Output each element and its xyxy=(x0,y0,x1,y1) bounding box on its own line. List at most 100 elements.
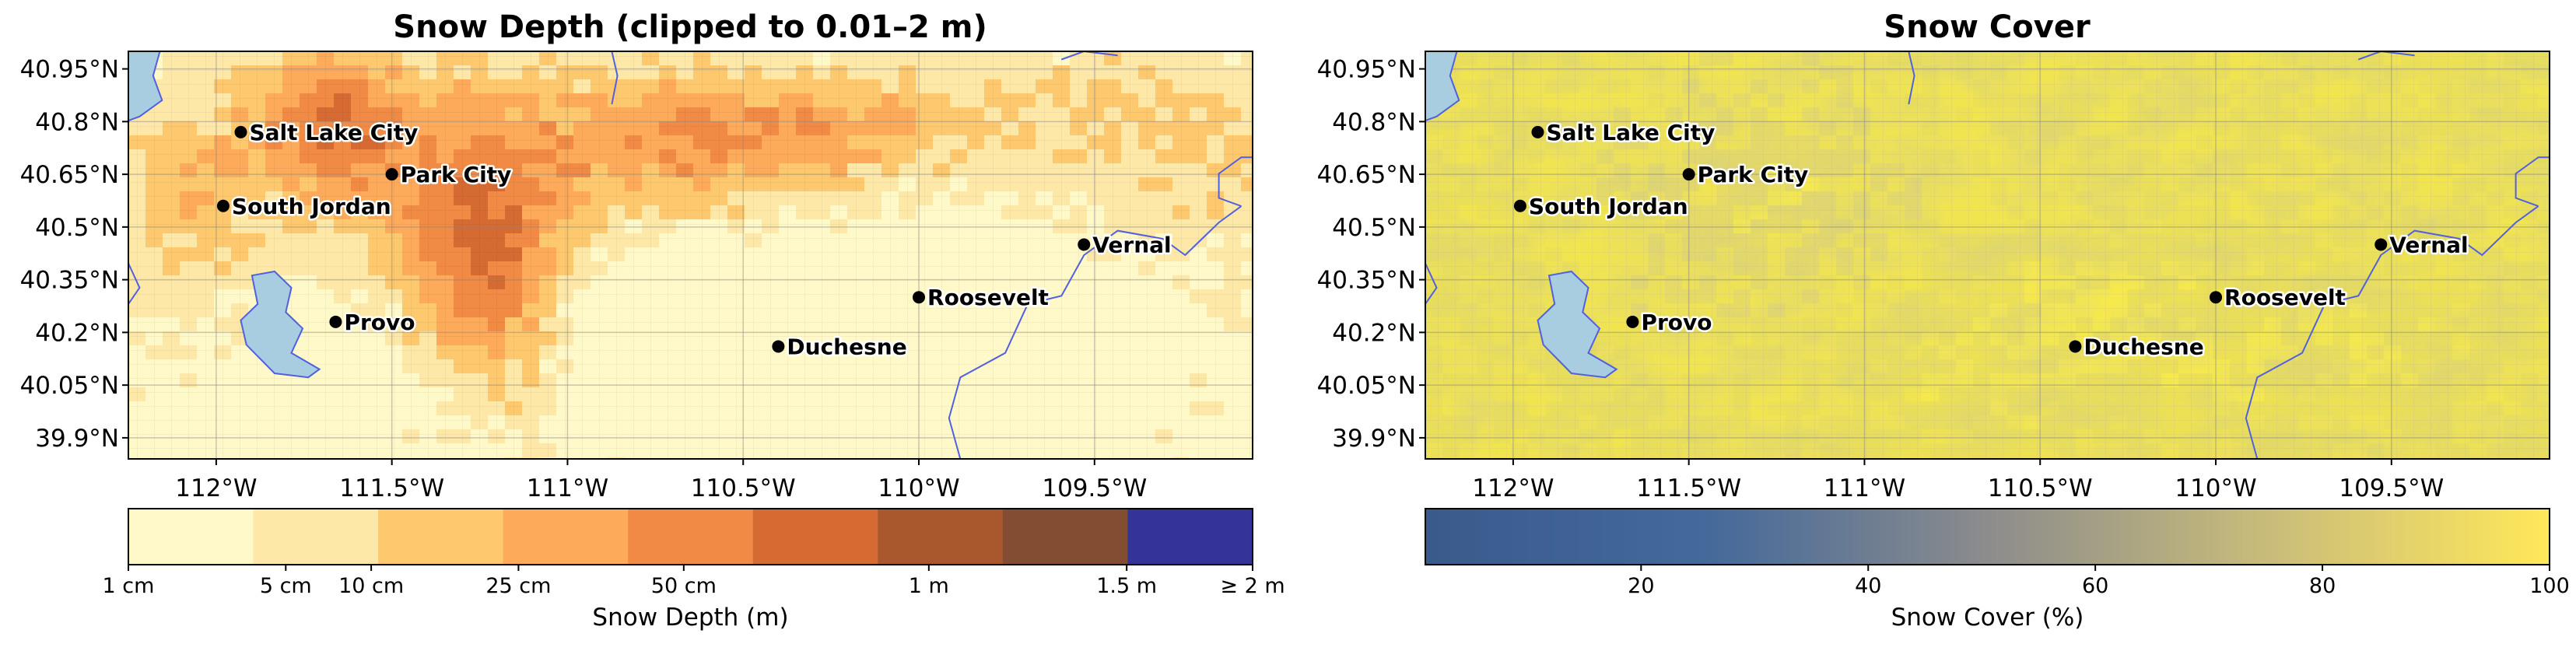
depth-colorbar: 1 cm 5 cm 10 cm 25 cm 50 cm 1 m 1.5 m ≥ 2 m Snow… xyxy=(103,508,1285,632)
great-salt-lake xyxy=(1425,51,1460,122)
city-marker xyxy=(385,168,398,181)
city-label: South Jordan xyxy=(232,194,391,219)
city-label: South Jordan xyxy=(1529,194,1688,219)
city-marker xyxy=(1531,125,1544,138)
lon-tick-label: 109.5°W xyxy=(1042,474,1147,502)
lon-tick-label: 111°W xyxy=(527,474,608,502)
city-label: Vernal xyxy=(1092,232,1171,257)
depth-panel: Snow Depth (clipped to 0.01–2 m) Salt La… xyxy=(20,9,1285,632)
lat-tick-label: 40.95°N xyxy=(1317,56,1416,84)
depth-colorbar-label: Snow Depth (m) xyxy=(592,604,788,632)
depth-title: Snow Depth (clipped to 0.01–2 m) xyxy=(393,9,987,45)
city-marker xyxy=(1682,168,1695,181)
cover-water-features xyxy=(1425,51,2550,459)
river xyxy=(611,51,619,105)
lat-tick-label: 39.9°N xyxy=(35,425,119,453)
lon-tick-label: 112°W xyxy=(175,474,257,502)
cover-colorbar-frame xyxy=(1425,508,2550,565)
city-label: Provo xyxy=(344,310,415,335)
city-label: Duchesne xyxy=(787,334,906,359)
cover-colorbar-tick-label: 60 xyxy=(2082,574,2108,598)
depth-map: Salt Lake City Park City South Jordan Provo… xyxy=(128,51,1253,459)
river xyxy=(1060,51,1118,61)
depth-graticule xyxy=(128,51,1253,459)
depth-colorbar-bin xyxy=(503,509,629,565)
city-marker xyxy=(913,291,926,304)
cover-cell-mesh xyxy=(1425,51,2550,459)
lat-tick-label: 40.65°N xyxy=(1317,161,1416,189)
lon-tick-label: 110.5°W xyxy=(1988,474,2093,502)
depth-colorbar-tick-label: 10 cm xyxy=(338,574,404,598)
city-marker xyxy=(2210,291,2223,304)
city-label: Salt Lake City xyxy=(250,120,419,145)
city-label: Roosevelt xyxy=(2224,285,2346,310)
lat-tick-label: 40.05°N xyxy=(20,372,119,400)
lon-tick-label: 112°W xyxy=(1472,474,1554,502)
depth-colorbar-frame xyxy=(128,508,1253,565)
depth-colorbar-bin xyxy=(378,509,504,565)
depth-water-features xyxy=(128,51,1253,459)
lat-tick-label: 40.2°N xyxy=(35,319,119,347)
river xyxy=(948,205,1242,459)
depth-city-markers: Salt Lake City Park City South Jordan Provo… xyxy=(216,117,1173,362)
lon-tick-label: 111.5°W xyxy=(339,474,444,502)
river xyxy=(2357,51,2415,61)
cover-colorbar-label: Snow Cover (%) xyxy=(1891,604,2084,632)
cover-map-frame xyxy=(1425,51,2550,460)
depth-colorbar-bin xyxy=(1127,509,1253,565)
city-marker xyxy=(772,340,785,353)
lon-tick-label: 109.5°W xyxy=(2339,474,2444,502)
lat-tick-label: 40.05°N xyxy=(1317,372,1416,400)
lon-tick-label: 111°W xyxy=(1824,474,1905,502)
lon-tick-label: 110°W xyxy=(878,474,959,502)
cover-colorbar: 20 40 60 80 100 Snow Cover (%) xyxy=(1425,508,2570,632)
city-marker xyxy=(1513,199,1526,212)
lat-tick-label: 40.8°N xyxy=(1332,108,1416,136)
city-label: Roosevelt xyxy=(927,285,1049,310)
cover-city-markers: Salt Lake City Park City South Jordan Provo… xyxy=(1513,117,2470,362)
city-marker xyxy=(329,315,342,328)
city-marker xyxy=(2069,340,2082,353)
cover-map: Salt Lake City Park City South Jordan Provo… xyxy=(1425,51,2550,459)
lat-tick-label: 40.5°N xyxy=(35,214,119,242)
cover-graticule xyxy=(1425,51,2550,459)
depth-colorbar-tick-label: 5 cm xyxy=(260,574,312,598)
river xyxy=(2515,156,2550,208)
lon-tick-label: 111.5°W xyxy=(1636,474,1741,502)
city-marker xyxy=(234,125,247,138)
lon-tick-label: 110°W xyxy=(2175,474,2256,502)
lat-tick-label: 40.8°N xyxy=(35,108,119,136)
depth-colorbar-tick-label: 1 cm xyxy=(103,574,155,598)
city-label: Park City xyxy=(1698,162,1809,187)
cover-colorbar-tick-label: 20 xyxy=(1628,574,1654,598)
river xyxy=(1425,263,1438,305)
city-marker xyxy=(216,199,230,212)
utah-lake xyxy=(1537,270,1618,379)
depth-colorbar-tick-label: 50 cm xyxy=(651,574,717,598)
cover-title: Snow Cover xyxy=(1884,9,2091,45)
depth-colorbar-bin xyxy=(628,509,754,565)
depth-colorbar-bin xyxy=(1002,509,1128,565)
lon-tick-label: 110.5°W xyxy=(691,474,796,502)
depth-colorbar-bin xyxy=(752,509,878,565)
lat-tick-label: 40.35°N xyxy=(1317,267,1416,295)
depth-map-frame xyxy=(128,51,1253,460)
city-marker xyxy=(2374,238,2388,251)
river xyxy=(1908,51,1915,105)
cover-panel: Snow Cover Salt Lake City Park City South … xyxy=(1317,9,2570,632)
lat-tick-label: 40.35°N xyxy=(20,267,119,295)
cover-axes: 112°W 111.5°W 111°W 110.5°W 110°W 109.5°W 40.9… xyxy=(1317,56,2445,502)
lat-tick-label: 40.95°N xyxy=(20,56,119,84)
city-label: Duchesne xyxy=(2084,334,2203,359)
city-label: Provo xyxy=(1641,310,1712,335)
depth-colorbar-bin xyxy=(253,509,379,565)
great-salt-lake xyxy=(128,51,163,122)
city-label: Salt Lake City xyxy=(1547,120,1716,145)
city-marker xyxy=(1626,315,1639,328)
river xyxy=(1218,156,1253,208)
depth-colorbar-tick-label: 25 cm xyxy=(485,574,551,598)
cover-colorbar-gradient xyxy=(1425,509,2550,565)
depth-colorbar-tick-label: ≥ 2 m xyxy=(1220,574,1284,598)
lat-tick-label: 40.5°N xyxy=(1332,214,1416,242)
